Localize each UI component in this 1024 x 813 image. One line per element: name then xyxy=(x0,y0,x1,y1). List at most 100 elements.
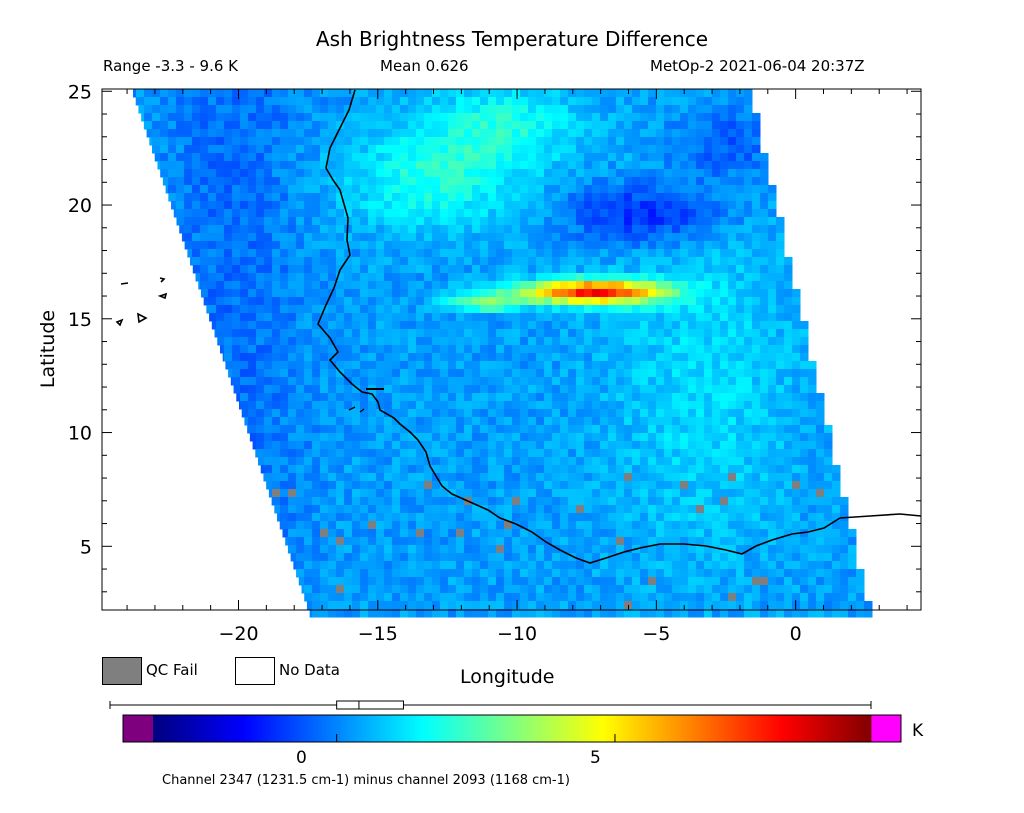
swath-pixel xyxy=(520,137,529,146)
swath-pixel xyxy=(600,353,609,362)
swath-pixel xyxy=(472,89,481,98)
swath-pixel xyxy=(368,217,377,226)
swath-pixel xyxy=(584,249,593,258)
swath-pixel xyxy=(464,313,473,322)
swath-pixel xyxy=(608,225,617,234)
swath-pixel xyxy=(296,457,305,466)
swath-pixel xyxy=(800,553,809,562)
swath-pixel xyxy=(792,353,801,362)
swath-pixel xyxy=(832,497,841,506)
swath-pixel xyxy=(616,217,625,226)
swath-pixel xyxy=(768,609,777,618)
swath-pixel xyxy=(296,329,305,338)
swath-pixel xyxy=(536,337,545,346)
swath-pixel xyxy=(448,473,457,482)
swath-pixel xyxy=(600,401,609,410)
swath-pixel xyxy=(776,545,785,554)
swath-pixel xyxy=(512,233,521,242)
swath-pixel xyxy=(576,545,585,554)
swath-pixel xyxy=(392,321,401,330)
swath-pixel xyxy=(752,521,761,530)
swath-pixel xyxy=(376,193,385,202)
swath-pixel xyxy=(688,585,697,594)
swath-pixel xyxy=(744,89,753,98)
swath-pixel xyxy=(488,329,497,338)
swath-pixel xyxy=(464,105,473,114)
swath-pixel xyxy=(720,345,729,354)
swath-pixel xyxy=(352,89,361,98)
swath-pixel xyxy=(288,337,297,346)
swath-pixel xyxy=(632,569,641,578)
swath-pixel xyxy=(240,289,249,298)
swath-pixel xyxy=(744,201,753,210)
swath-pixel xyxy=(432,161,441,170)
swath-pixel xyxy=(712,329,721,338)
swath-pixel xyxy=(248,169,257,178)
swath-pixel xyxy=(728,113,737,122)
swath-pixel xyxy=(312,289,321,298)
swath-pixel xyxy=(584,569,593,578)
swath-pixel xyxy=(344,577,353,586)
swath-pixel xyxy=(298,577,308,586)
swath-pixel xyxy=(384,353,393,362)
swath-pixel xyxy=(264,401,273,410)
swath-pixel xyxy=(576,401,585,410)
swath-pixel xyxy=(584,161,593,170)
swath-pixel xyxy=(352,585,361,594)
swath-pixel xyxy=(400,121,409,130)
swath-pixel xyxy=(304,105,313,114)
swath-pixel xyxy=(312,377,321,386)
swath-pixel xyxy=(504,609,513,618)
swath-pixel xyxy=(560,273,569,282)
swath-pixel xyxy=(192,265,202,274)
swath-pixel xyxy=(464,553,473,562)
swath-pixel xyxy=(504,161,513,170)
swath-pixel xyxy=(656,345,665,354)
swath-pixel xyxy=(232,265,241,274)
swath-pixel xyxy=(264,321,273,330)
swath-pixel xyxy=(576,569,585,578)
swath-pixel xyxy=(624,233,633,242)
swath-pixel xyxy=(480,249,489,258)
swath-pixel xyxy=(288,153,297,162)
swath-pixel xyxy=(512,321,521,330)
swath-pixel xyxy=(672,201,681,210)
swath-pixel xyxy=(280,89,289,98)
swath-pixel xyxy=(328,457,337,466)
swath-pixel xyxy=(440,257,449,266)
swath-pixel xyxy=(304,217,313,226)
swath-pixel xyxy=(680,457,689,466)
swath-pixel xyxy=(192,137,201,146)
swath-pixel xyxy=(328,393,337,402)
swath-pixel xyxy=(816,521,825,530)
swath-pixel xyxy=(608,321,617,330)
swath-pixel xyxy=(640,489,649,498)
swath-pixel xyxy=(264,433,273,442)
swath-pixel xyxy=(728,497,737,506)
swath-pixel xyxy=(616,177,625,186)
swath-pixel xyxy=(288,169,297,178)
swath-pixel xyxy=(720,321,729,330)
swath-pixel xyxy=(504,545,513,554)
swath-pixel xyxy=(432,553,441,562)
swath-pixel xyxy=(560,401,569,410)
swath-pixel xyxy=(480,329,489,338)
swath-pixel xyxy=(512,273,521,282)
swath-pixel xyxy=(240,393,249,402)
swath-pixel xyxy=(560,393,569,402)
swath-pixel xyxy=(488,113,497,122)
swath-pixel xyxy=(352,97,361,106)
swath-pixel xyxy=(184,145,193,154)
swath-pixel xyxy=(720,217,729,226)
swath-pixel xyxy=(768,401,777,410)
swath-pixel xyxy=(184,97,193,106)
swath-pixel xyxy=(760,241,769,250)
swath-pixel xyxy=(720,241,729,250)
swath-pixel xyxy=(352,345,361,354)
swath-pixel xyxy=(152,137,161,146)
swath-pixel xyxy=(376,497,385,506)
swath-pixel xyxy=(848,585,857,594)
swath-pixel xyxy=(624,137,633,146)
swath-pixel xyxy=(240,281,249,290)
swath-pixel xyxy=(552,89,561,98)
